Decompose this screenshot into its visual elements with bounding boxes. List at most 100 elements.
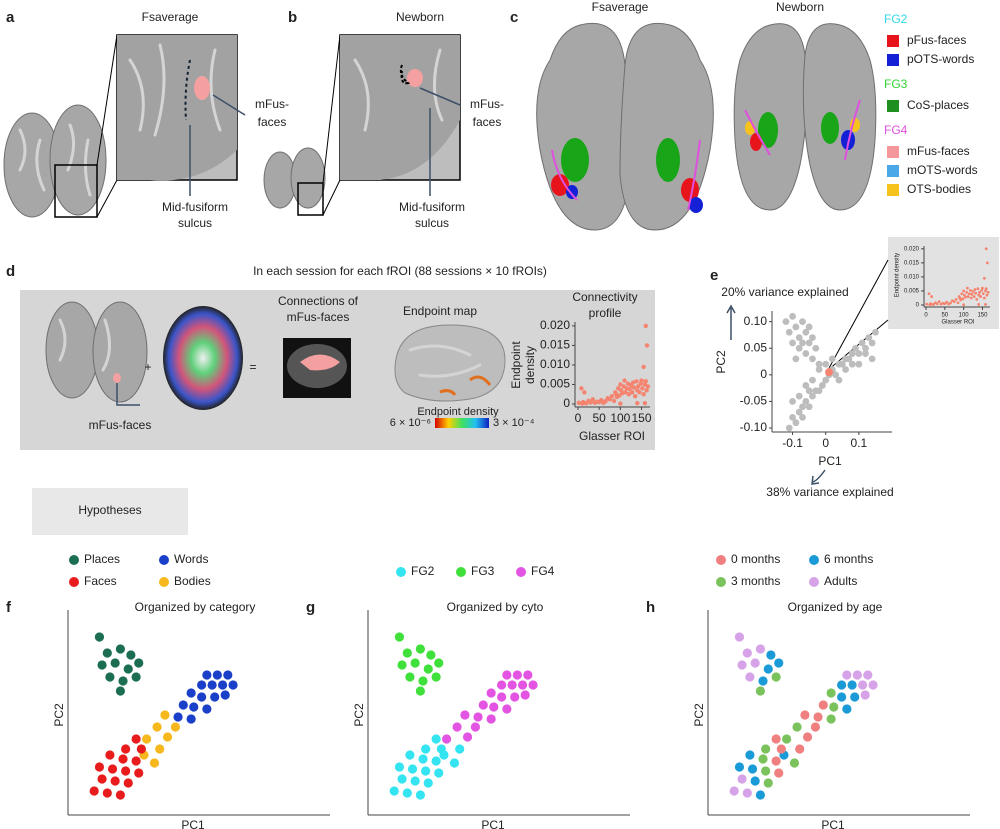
point xyxy=(431,672,441,682)
point xyxy=(978,290,981,294)
legend-swatch xyxy=(887,54,899,66)
point xyxy=(415,644,425,654)
x-axis-label: PC1 xyxy=(821,818,845,829)
hypotheses-label: Hypotheses xyxy=(78,503,141,517)
legend-dot xyxy=(809,555,819,565)
connections-label: Connections of xyxy=(278,294,359,308)
legend-swatch xyxy=(887,165,899,177)
point xyxy=(986,290,990,294)
point xyxy=(822,376,830,384)
point xyxy=(639,378,644,383)
point xyxy=(462,732,473,742)
point xyxy=(789,413,796,421)
legend-swatch xyxy=(887,184,899,196)
point xyxy=(789,312,796,320)
panel-title: Fsaverage xyxy=(592,0,649,14)
legend-swatch xyxy=(887,146,899,158)
point xyxy=(982,276,986,280)
point xyxy=(517,680,528,690)
point xyxy=(822,360,830,368)
y-tick-label: 0.020 xyxy=(904,246,920,252)
point xyxy=(962,289,966,293)
point xyxy=(389,786,399,796)
point xyxy=(758,676,768,686)
y-tick-label: 0.015 xyxy=(540,338,570,352)
point xyxy=(142,734,152,744)
point xyxy=(845,355,853,363)
panel-letter: b xyxy=(288,9,297,26)
panel-title: Organized by age xyxy=(788,600,883,614)
point xyxy=(927,292,931,296)
panel-letter: f xyxy=(6,599,12,616)
legend-dot xyxy=(159,577,169,587)
point xyxy=(634,379,639,384)
point xyxy=(178,700,188,710)
point xyxy=(643,379,648,384)
y-tick-label: -0.05 xyxy=(740,394,768,408)
x-tick-label: 50 xyxy=(592,411,606,425)
point xyxy=(512,670,522,680)
panel-letter: e xyxy=(710,267,718,284)
point xyxy=(497,680,507,690)
point xyxy=(207,680,217,690)
point xyxy=(981,286,984,290)
roi-label: mFus- xyxy=(470,97,504,111)
x-tick-label: 0 xyxy=(575,411,582,425)
point xyxy=(644,343,650,348)
point xyxy=(868,680,878,690)
point xyxy=(785,424,793,432)
legend-label: FG2 xyxy=(411,564,435,578)
point xyxy=(635,401,640,406)
point xyxy=(645,384,651,389)
point xyxy=(407,764,418,774)
point xyxy=(579,386,584,391)
legend-dot xyxy=(716,577,726,587)
point xyxy=(436,744,446,754)
point xyxy=(460,710,470,720)
point xyxy=(976,287,980,291)
map-title: Endpoint map xyxy=(403,304,477,318)
point xyxy=(964,295,967,299)
panel-header: In each session for each fROI (88 sessio… xyxy=(253,264,547,278)
point xyxy=(847,680,857,690)
point xyxy=(434,658,444,668)
point xyxy=(815,360,823,368)
legend-swatch xyxy=(887,100,899,112)
point xyxy=(973,288,977,291)
point xyxy=(630,390,635,395)
point xyxy=(771,672,781,682)
point xyxy=(123,778,133,788)
point xyxy=(580,401,585,406)
point xyxy=(415,790,425,800)
y-tick-label: 0 xyxy=(563,396,570,410)
legend-label: Places xyxy=(84,552,120,566)
panel-letter: g xyxy=(306,599,315,616)
point xyxy=(984,289,987,293)
point xyxy=(502,670,512,680)
point xyxy=(848,350,856,357)
legend-label: mFus-faces xyxy=(907,144,970,158)
point xyxy=(582,390,587,395)
point xyxy=(838,360,846,368)
point xyxy=(805,339,813,347)
roi-label: mFus-faces xyxy=(89,418,152,432)
point xyxy=(394,762,405,772)
point xyxy=(972,295,976,298)
x-tick-label: 0.1 xyxy=(851,436,868,450)
point xyxy=(89,786,99,796)
point xyxy=(984,247,988,251)
y-axis-label: PC2 xyxy=(52,703,66,727)
point xyxy=(609,393,615,399)
point xyxy=(860,690,870,700)
point xyxy=(105,750,115,760)
point xyxy=(110,776,120,786)
x-tick-label: -0.1 xyxy=(782,436,803,450)
point xyxy=(742,788,752,798)
legend-dot xyxy=(716,555,726,565)
inset-connector xyxy=(827,259,889,371)
point xyxy=(745,672,755,682)
point xyxy=(212,670,222,680)
point xyxy=(802,732,813,742)
point xyxy=(855,360,863,368)
point xyxy=(423,778,433,788)
